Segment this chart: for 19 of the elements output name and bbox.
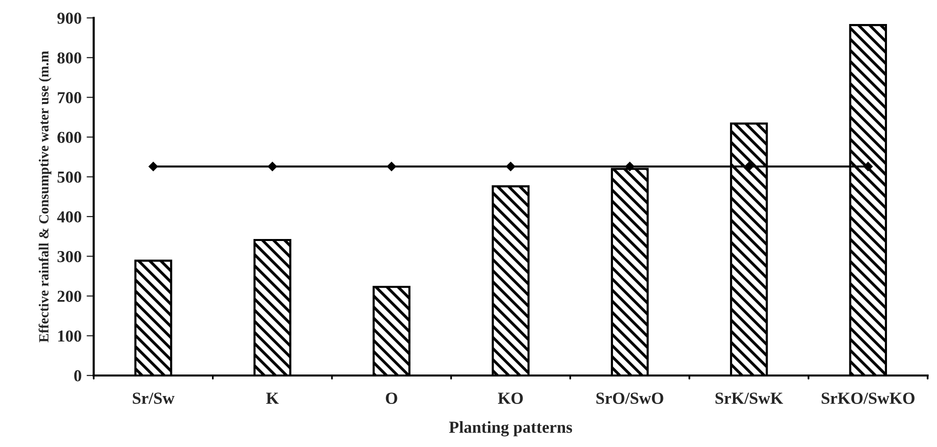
x-tick-label: SrK/SwK bbox=[716, 392, 784, 404]
y-axis-title: Effective rainfall & Consumptive water use (m.m bbox=[38, 51, 52, 342]
x-tick-label: SrO/SwO bbox=[596, 392, 664, 404]
x-tick-label: SrKO/SwKO bbox=[822, 392, 914, 404]
x-tick-label: K bbox=[266, 392, 279, 404]
y-tick-label: 700 bbox=[58, 92, 82, 104]
y-tick-label: 900 bbox=[57, 12, 82, 24]
y-tick-label: 100 bbox=[58, 330, 82, 342]
y-tick-label: 500 bbox=[58, 172, 82, 183]
x-tick-label: O bbox=[386, 392, 398, 404]
x-tick-label: KO bbox=[498, 392, 523, 404]
y-tick-label: 600 bbox=[57, 132, 82, 144]
y-tick-label: 200 bbox=[58, 290, 82, 302]
y-tick-label: 0 bbox=[74, 370, 82, 382]
y-tick-label: 800 bbox=[57, 52, 82, 64]
x-tick-label: Sr/Sw bbox=[132, 392, 174, 404]
y-tick-label: 300 bbox=[58, 250, 82, 262]
x-axis-title: Planting patterns bbox=[449, 421, 572, 436]
y-tick-label: 400 bbox=[57, 211, 82, 222]
